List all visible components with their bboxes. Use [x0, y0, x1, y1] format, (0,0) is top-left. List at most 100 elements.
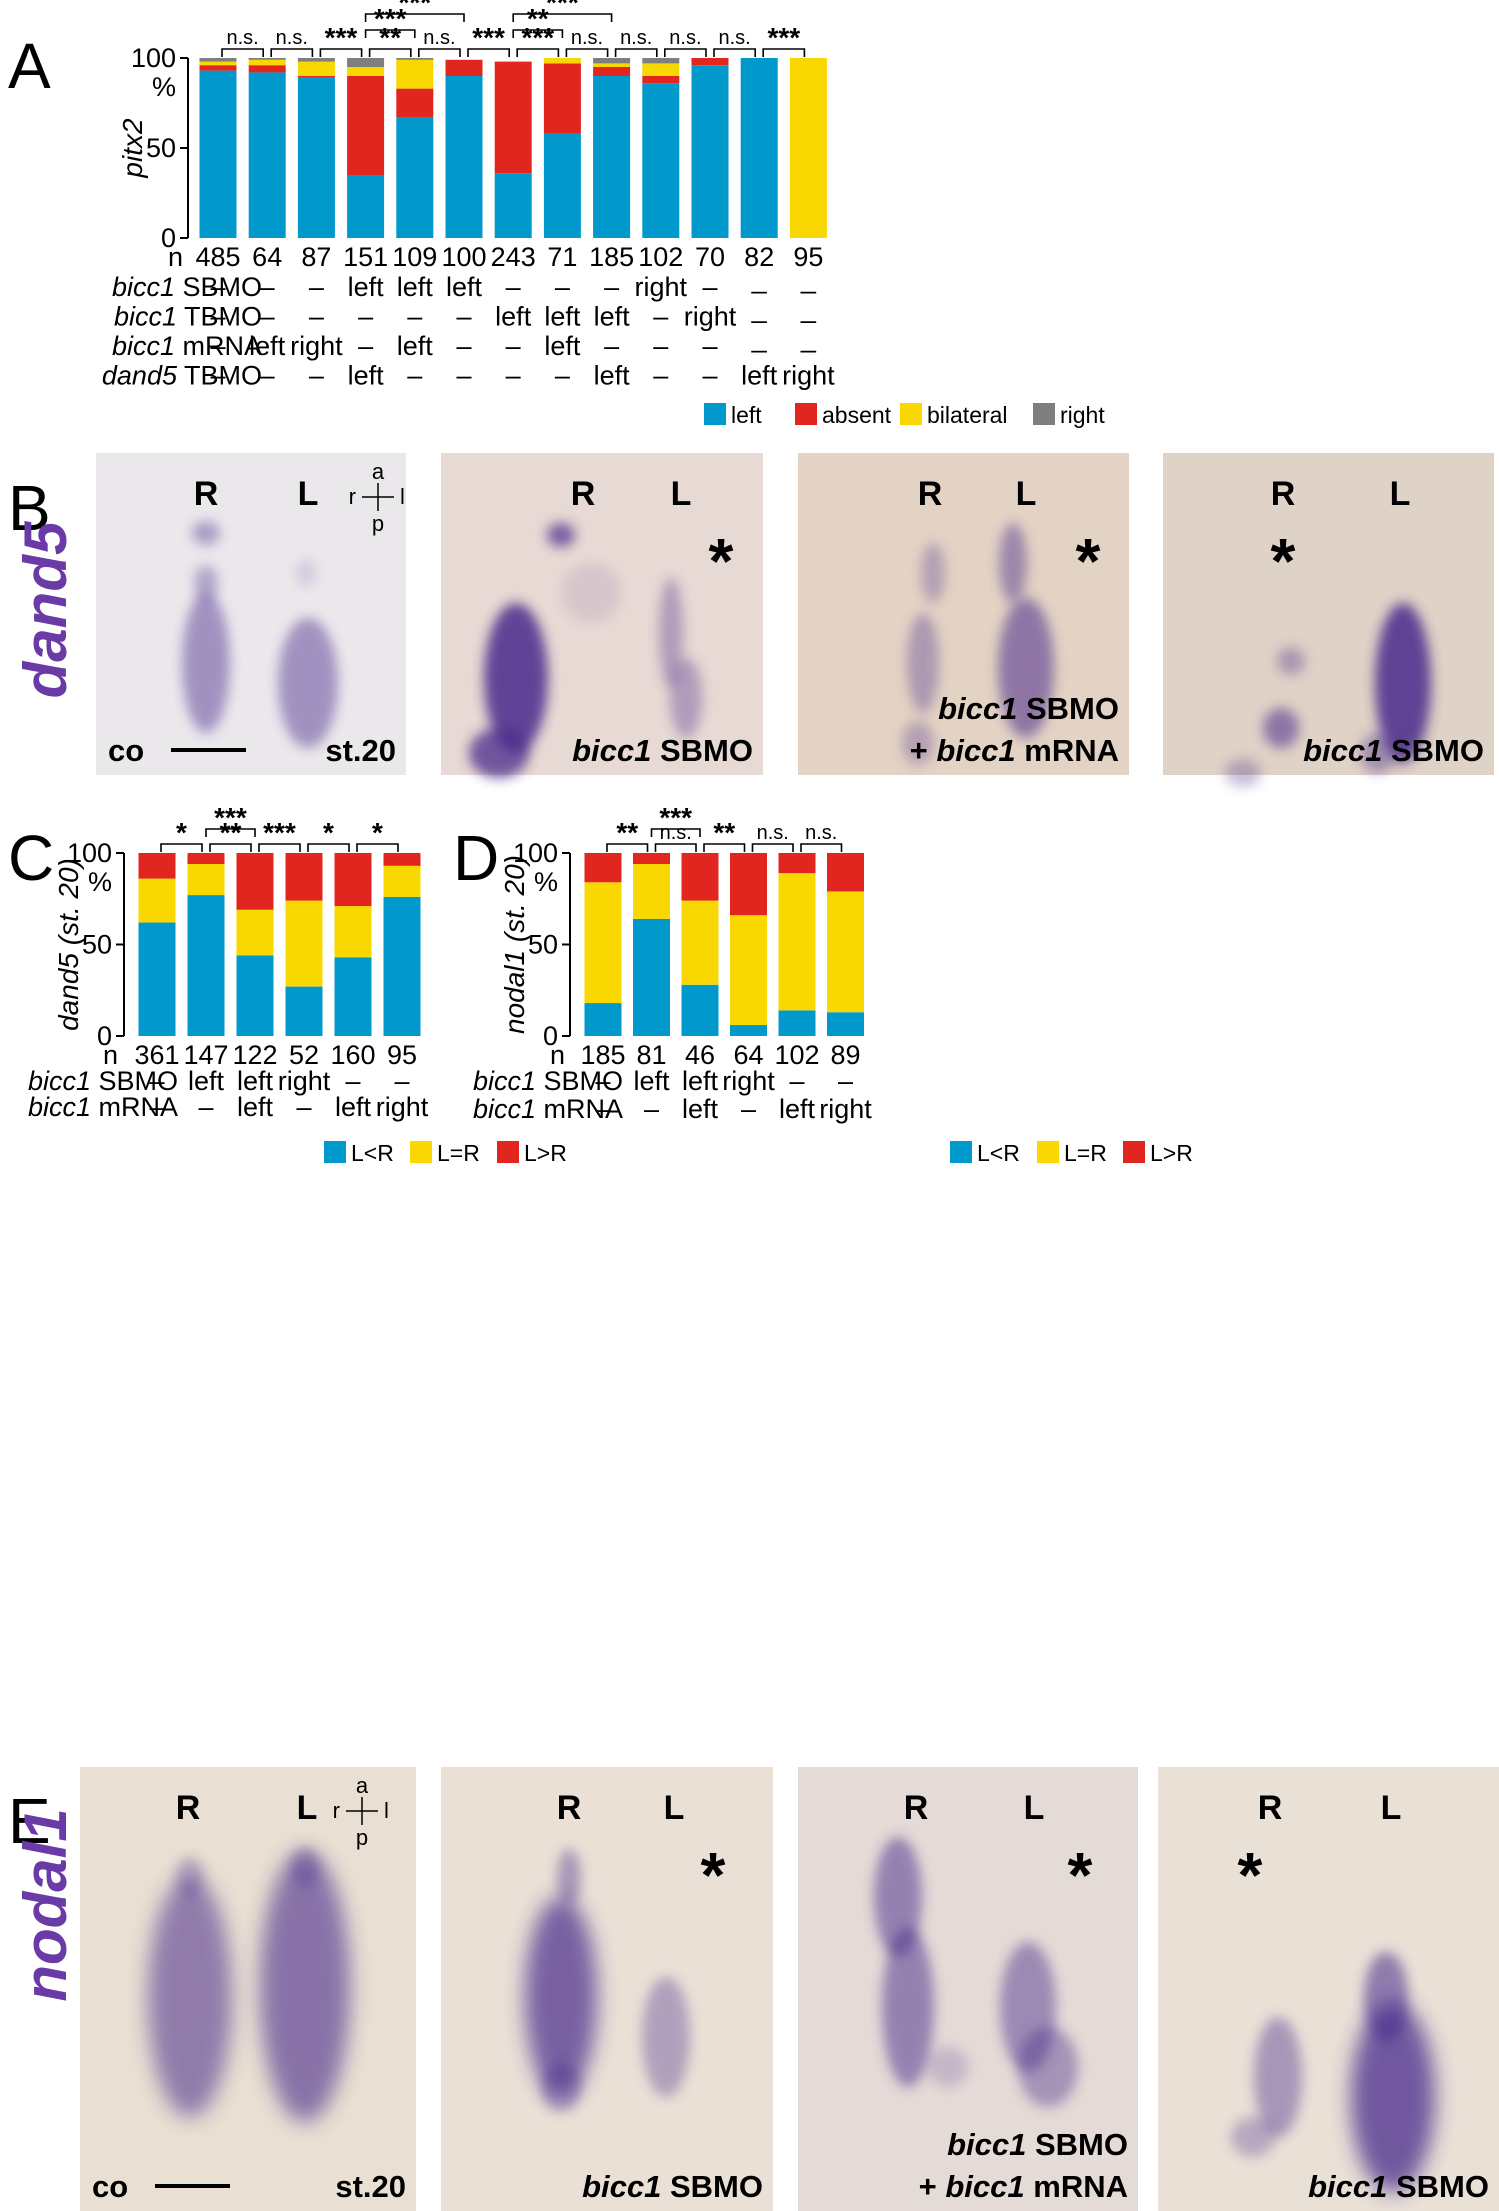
treatment-cell: left [544, 302, 581, 332]
stain-spot [278, 618, 338, 748]
bar-segment-L=R [633, 863, 670, 919]
n-value: 102 [774, 1040, 819, 1070]
n-label: n [550, 1040, 565, 1070]
gene-name: bicc1 [1308, 2169, 1387, 2204]
treatment-cell: – [358, 302, 373, 332]
bar-segment-bilateral [642, 63, 680, 76]
bar-segment-L<R [633, 918, 670, 1036]
significance-bracket [160, 843, 203, 852]
treatment-row-label: bicc1 mRNA [28, 1092, 178, 1122]
gene-name: bicc1 [945, 2169, 1024, 2204]
stain-spot [642, 1977, 690, 2097]
significance-label: *** [398, 0, 431, 18]
significance-label: n.s. [276, 27, 308, 49]
bar-segment-L<R [730, 1025, 767, 1036]
treatment-cell: – [309, 361, 324, 391]
n-value: 147 [183, 1040, 228, 1070]
reagent-name: mRNA [91, 1092, 178, 1122]
panel-label: C [8, 822, 54, 894]
significance-label: *** [767, 22, 800, 53]
treatment-cell: – [149, 1092, 164, 1122]
treatment-caption: bicc1 SBMO [947, 2127, 1128, 2162]
significance-bracket [368, 48, 412, 57]
treatment-cell: – [210, 272, 225, 302]
stain-spot [928, 2047, 968, 2087]
bar-segment-absent [248, 65, 286, 73]
stain-spot [148, 1877, 232, 2117]
gene-name: bicc1 [473, 1066, 536, 1096]
posterior-label: p [356, 1825, 368, 1850]
treatment-cell: – [260, 361, 275, 391]
treatment-cell: right [278, 1066, 331, 1096]
right-side-label: R [194, 475, 219, 513]
significance-label: * [323, 817, 334, 848]
bar-segment-L<R [334, 957, 372, 1036]
significance-label: *** [521, 22, 554, 53]
treatment-row-label: dand5 TBMO [102, 361, 262, 391]
significance-label: n.s. [571, 27, 603, 49]
legend-swatch [497, 1141, 519, 1163]
bar-segment-L=R [236, 909, 274, 956]
bar-segment-L=R [681, 900, 719, 985]
right-axis-label: r [349, 484, 356, 509]
micrograph-background [96, 453, 406, 775]
n-value: 160 [330, 1040, 375, 1070]
stain-spot [921, 543, 945, 603]
treatment-cell: – [210, 331, 225, 361]
legend-label: L>R [524, 1140, 567, 1166]
caption-prefix: + [910, 733, 937, 768]
significance-label: *** [374, 3, 407, 34]
bar-segment-right [248, 58, 286, 60]
reagent-name: TBMO [177, 302, 262, 332]
significance-label: n.s. [226, 27, 258, 49]
bar-segment-L<R [681, 984, 719, 1036]
gene-name: bicc1 [582, 2169, 661, 2204]
stain-spot [296, 559, 316, 587]
micrograph-background [798, 1767, 1138, 2211]
control-label: co [108, 733, 144, 768]
stain-spot [998, 598, 1054, 738]
control-label: co [92, 2169, 128, 2204]
significance-bracket [751, 843, 794, 852]
stain-spot [484, 603, 548, 753]
bar-segment-L=R [827, 891, 864, 1013]
bar-segment-left [199, 70, 237, 238]
panel-label: D [453, 822, 499, 894]
significance-bracket [364, 29, 416, 38]
treatment-cell: – [260, 302, 275, 332]
stain-spot [547, 523, 575, 547]
treatment-cell: left [495, 302, 532, 332]
significance-bracket [209, 843, 252, 852]
reagent-name: mRNA [175, 331, 262, 361]
y-tick-label: 50 [146, 133, 176, 163]
bar-segment-L>R [383, 853, 421, 866]
reagent-name: SBMO [661, 2169, 763, 2204]
n-value: 122 [232, 1040, 277, 1070]
significance-label: n.s. [805, 822, 837, 844]
treatment-cell: – [555, 361, 570, 391]
asterisk: * [1271, 525, 1296, 597]
left-side-label: L [298, 475, 319, 513]
treatment-cell: left [682, 1094, 719, 1124]
asterisk: * [709, 525, 734, 597]
stain-spot [907, 613, 939, 713]
n-value: 52 [289, 1040, 319, 1070]
significance-bracket [516, 48, 560, 57]
n-value: 64 [252, 242, 282, 272]
bar-segment-bilateral [199, 61, 237, 66]
bar-segment-absent [347, 76, 385, 175]
treatment-caption: + bicc1 mRNA [910, 733, 1119, 768]
micrograph-4: R L * bicc1 SBMO [1163, 453, 1494, 787]
bar-segment-absent [593, 67, 631, 76]
bar-segment-absent [396, 88, 434, 118]
stain-spot [902, 721, 934, 765]
treatment-cell: – [198, 1092, 213, 1122]
legend-label: L>R [1150, 1140, 1193, 1166]
bar-segment-absent [543, 63, 581, 134]
significance-label: n.s. [660, 822, 692, 844]
micrograph-1: R Lco st.20 a pr l [96, 453, 406, 775]
right-side-label: R [557, 1789, 582, 1827]
micrograph-2: R L * bicc1 SBMO [441, 1767, 773, 2211]
